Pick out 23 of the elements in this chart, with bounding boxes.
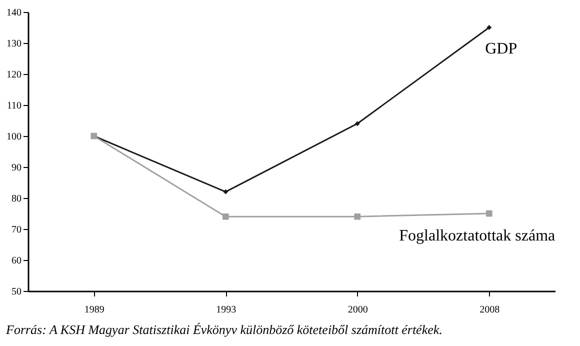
- x-tick-label: 2008: [480, 304, 500, 316]
- y-tick-label: 80: [12, 194, 22, 204]
- point: [354, 121, 360, 126]
- x-tick-label: 1989: [84, 304, 104, 316]
- point: [486, 210, 492, 217]
- series-label: GDP: [485, 40, 518, 58]
- y-tick-label: 100: [6, 132, 22, 142]
- point: [222, 213, 229, 220]
- y-tick-label: 60: [12, 256, 22, 266]
- point: [223, 189, 228, 194]
- y-tick-label: 120: [6, 70, 22, 80]
- y-tick-label: 70: [12, 224, 22, 236]
- y-tick-label: 140: [6, 8, 22, 18]
- point: [354, 213, 361, 220]
- y-tick-label: 110: [6, 100, 22, 112]
- point: [486, 25, 492, 30]
- y-tick-label: 130: [6, 38, 22, 50]
- series-label: Foglalkoztatottak száma: [399, 228, 556, 244]
- x-tick-label: 1993: [216, 304, 236, 316]
- y-tick-label: 90: [12, 162, 22, 174]
- text: Forrás: A KSH Magyar Statisztikai Évkönyv különböző köteteiből számított értékek.: [5, 322, 442, 337]
- x-tick-label: 2000: [348, 304, 368, 316]
- y-tick-label: 50: [12, 286, 22, 298]
